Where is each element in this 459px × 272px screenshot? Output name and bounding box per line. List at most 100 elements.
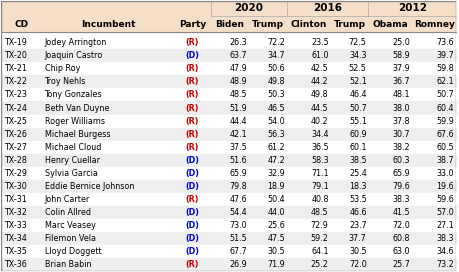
Bar — [1, 180, 455, 193]
Text: Joaquin Castro: Joaquin Castro — [45, 51, 102, 60]
Bar — [1, 232, 455, 245]
Text: Michael Burgess: Michael Burgess — [45, 130, 110, 139]
Text: (R): (R) — [185, 38, 199, 47]
Text: 61.2: 61.2 — [267, 143, 284, 152]
Text: 38.3: 38.3 — [436, 234, 453, 243]
Text: Party: Party — [179, 20, 206, 29]
Text: 51.9: 51.9 — [229, 104, 246, 113]
Text: 37.9: 37.9 — [392, 64, 409, 73]
Text: 49.8: 49.8 — [267, 78, 284, 86]
Text: TX-20: TX-20 — [4, 51, 27, 60]
Text: (R): (R) — [185, 64, 199, 73]
Text: TX-32: TX-32 — [4, 208, 27, 217]
Text: 59.6: 59.6 — [436, 195, 453, 204]
Text: Jodey Arrington: Jodey Arrington — [45, 38, 106, 47]
Text: 64.1: 64.1 — [310, 247, 328, 256]
Text: 38.5: 38.5 — [348, 156, 366, 165]
Bar — [1, 245, 455, 258]
Text: (D): (D) — [185, 156, 199, 165]
Bar — [1, 62, 455, 75]
Text: (D): (D) — [185, 169, 199, 178]
Text: TX-26: TX-26 — [4, 130, 27, 139]
Text: 27.1: 27.1 — [436, 221, 453, 230]
Text: 50.4: 50.4 — [267, 195, 284, 204]
Text: Trump: Trump — [251, 20, 283, 29]
Text: 67.6: 67.6 — [436, 130, 453, 139]
Text: TX-35: TX-35 — [4, 247, 27, 256]
Text: (R): (R) — [185, 78, 199, 86]
Bar — [1, 141, 455, 154]
Text: 63.0: 63.0 — [392, 247, 409, 256]
Text: Roger Williams: Roger Williams — [45, 117, 104, 126]
Text: 32.9: 32.9 — [267, 169, 284, 178]
Text: 19.6: 19.6 — [436, 182, 453, 191]
Text: 79.8: 79.8 — [229, 182, 246, 191]
Text: 42.1: 42.1 — [229, 130, 246, 139]
Bar — [1, 167, 455, 180]
Text: (D): (D) — [185, 247, 199, 256]
Text: TX-24: TX-24 — [4, 104, 27, 113]
Text: 50.7: 50.7 — [436, 91, 453, 100]
Text: 47.9: 47.9 — [229, 64, 246, 73]
Text: 25.2: 25.2 — [310, 260, 328, 269]
Bar — [1, 1, 455, 16]
Text: 26.9: 26.9 — [229, 260, 246, 269]
Text: 47.6: 47.6 — [229, 195, 246, 204]
Bar — [1, 16, 455, 32]
Text: 34.7: 34.7 — [267, 51, 284, 60]
Text: 18.9: 18.9 — [267, 182, 284, 191]
Text: Romney: Romney — [413, 20, 453, 29]
Text: Michael Cloud: Michael Cloud — [45, 143, 101, 152]
Text: 61.0: 61.0 — [310, 51, 328, 60]
Text: 71.1: 71.1 — [310, 169, 328, 178]
Text: Biden: Biden — [215, 20, 244, 29]
Text: (R): (R) — [185, 117, 199, 126]
Text: 59.8: 59.8 — [436, 64, 453, 73]
Text: (R): (R) — [185, 91, 199, 100]
Text: 73.6: 73.6 — [436, 38, 453, 47]
Text: 46.5: 46.5 — [267, 104, 284, 113]
Text: (D): (D) — [185, 182, 199, 191]
Text: 57.0: 57.0 — [436, 208, 453, 217]
Text: 63.7: 63.7 — [229, 51, 246, 60]
Text: TX-31: TX-31 — [4, 195, 27, 204]
Text: Brian Babin: Brian Babin — [45, 260, 91, 269]
Text: Troy Nehls: Troy Nehls — [45, 78, 86, 86]
Text: 71.9: 71.9 — [267, 260, 284, 269]
Text: 38.0: 38.0 — [392, 104, 409, 113]
Text: 39.7: 39.7 — [436, 51, 453, 60]
Text: 46.6: 46.6 — [348, 208, 366, 217]
Text: 48.5: 48.5 — [310, 208, 328, 217]
Text: 72.2: 72.2 — [266, 38, 284, 47]
Text: 48.5: 48.5 — [229, 91, 246, 100]
Text: 55.1: 55.1 — [348, 117, 366, 126]
Text: (R): (R) — [185, 260, 199, 269]
Text: Trump: Trump — [333, 20, 365, 29]
Bar — [1, 101, 455, 115]
Bar — [1, 206, 455, 219]
Text: 52.5: 52.5 — [348, 64, 366, 73]
Text: TX-33: TX-33 — [4, 221, 27, 230]
Text: 34.3: 34.3 — [348, 51, 366, 60]
Text: 65.9: 65.9 — [229, 169, 246, 178]
Text: 34.6: 34.6 — [436, 247, 453, 256]
Text: Lloyd Doggett: Lloyd Doggett — [45, 247, 101, 256]
Text: 42.5: 42.5 — [310, 64, 328, 73]
Text: Tony Gonzales: Tony Gonzales — [45, 91, 102, 100]
Text: 79.6: 79.6 — [392, 182, 409, 191]
Bar — [1, 75, 455, 88]
Text: 25.4: 25.4 — [348, 169, 366, 178]
Bar — [1, 258, 455, 271]
Text: (D): (D) — [185, 234, 199, 243]
Text: 72.0: 72.0 — [348, 260, 366, 269]
Text: 67.7: 67.7 — [229, 247, 246, 256]
Text: 60.3: 60.3 — [392, 156, 409, 165]
Text: TX-28: TX-28 — [4, 156, 27, 165]
Text: 23.5: 23.5 — [310, 38, 328, 47]
Text: 40.2: 40.2 — [310, 117, 328, 126]
Bar — [1, 88, 455, 101]
Text: (D): (D) — [185, 221, 199, 230]
Text: 50.3: 50.3 — [267, 91, 284, 100]
Text: 38.7: 38.7 — [436, 156, 453, 165]
Text: TX-25: TX-25 — [4, 117, 27, 126]
